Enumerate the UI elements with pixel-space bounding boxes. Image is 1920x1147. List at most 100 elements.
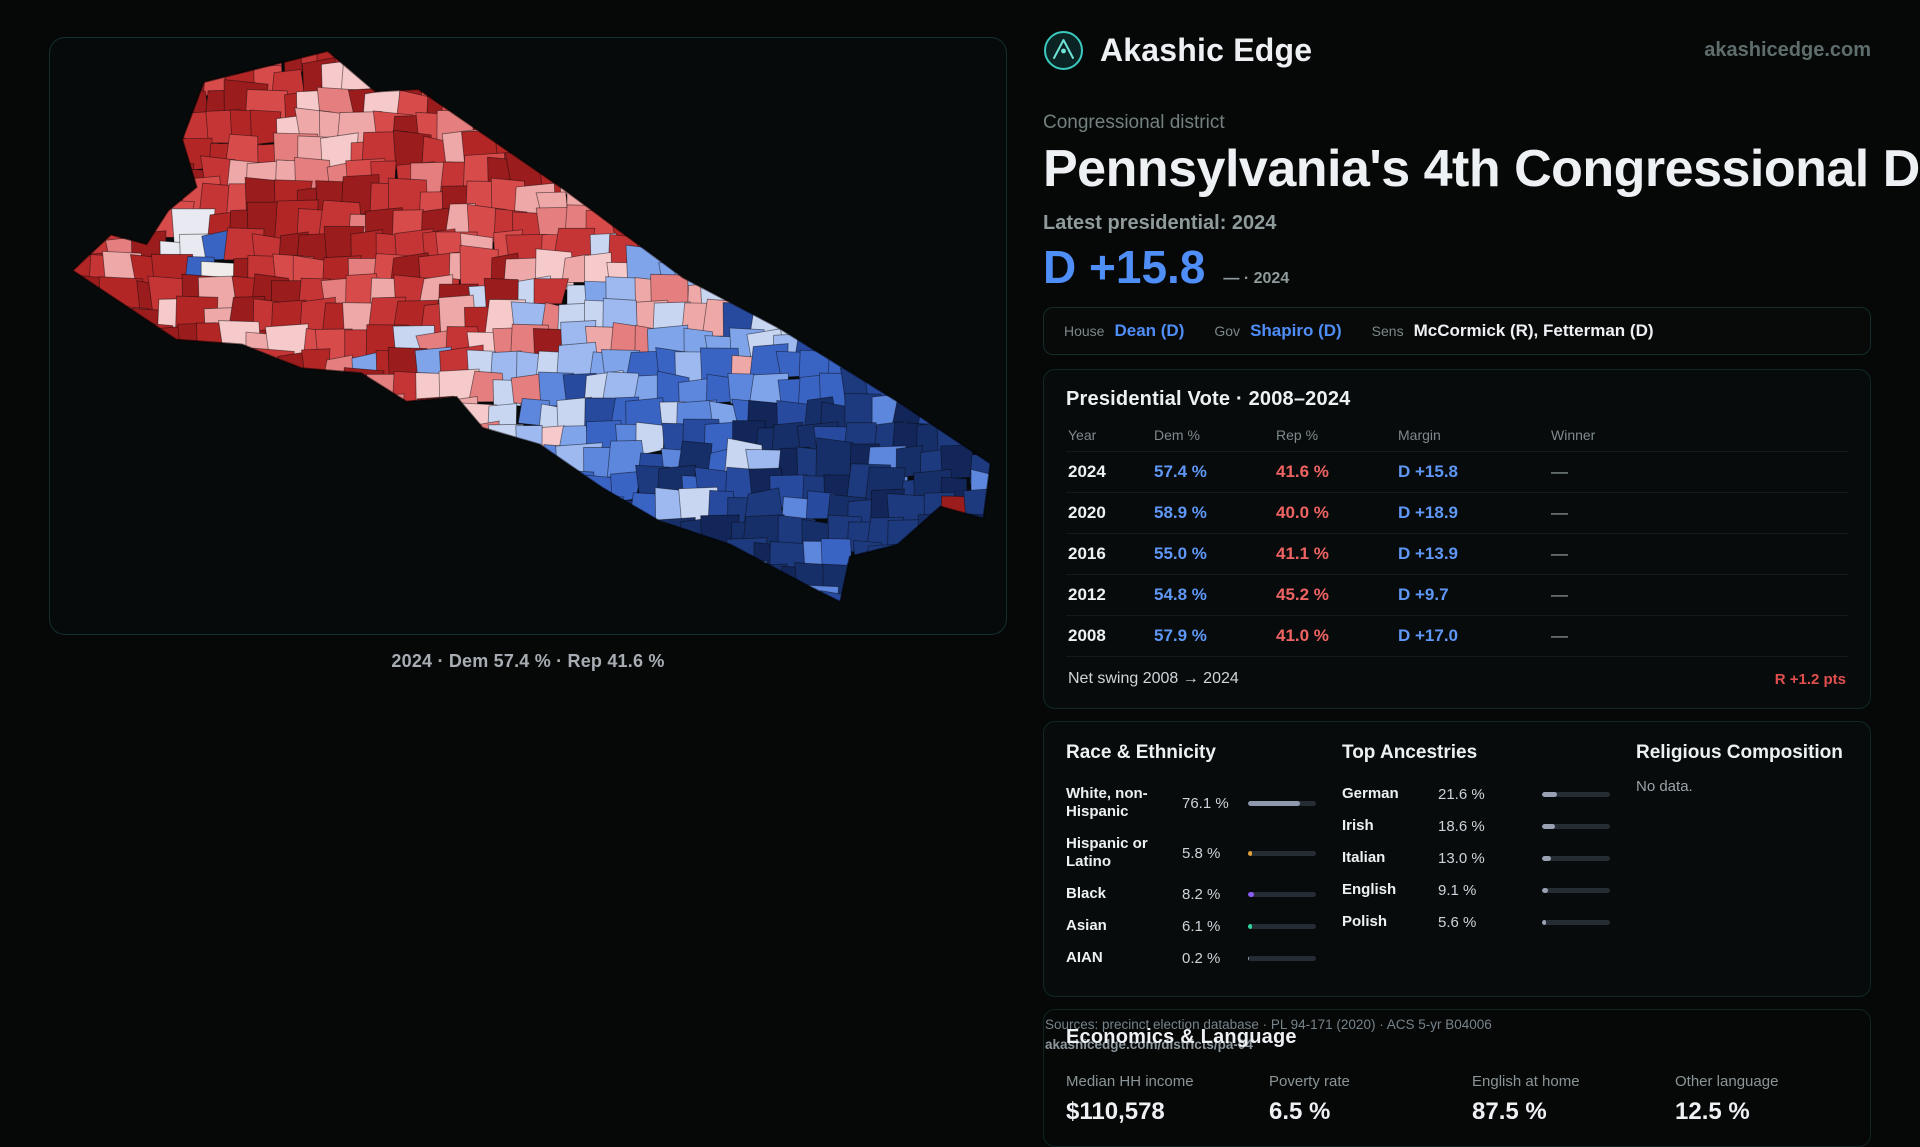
official-role-label: Gov (1214, 323, 1241, 339)
presidential-vote-table: Year Dem % Rep % Margin Winner 2024 57.4… (1066, 423, 1848, 657)
district-detail-column: Akashic Edge akashicedge.com Congression… (1043, 0, 1920, 1147)
cell-year: 2020 (1068, 503, 1106, 522)
cell-winner: — (1551, 585, 1568, 604)
mini-bar (1248, 800, 1316, 806)
sources-line: Sources: precinct election database · PL… (1045, 1017, 1492, 1032)
site-link[interactable]: akashicedge.com (1704, 38, 1871, 61)
brand-logo-icon (1043, 30, 1084, 71)
house-rep-link[interactable]: Dean (D) (1114, 321, 1185, 340)
religious-composition-block: Religious Composition No data. (1636, 742, 1848, 974)
cell-year: 2012 (1068, 585, 1106, 604)
list-item: Asian 6.1 % (1066, 910, 1316, 942)
race-ethnicity-block: Race & Ethnicity White, non-Hispanic 76.… (1066, 742, 1316, 974)
mini-bar (1248, 850, 1316, 856)
cell-margin: D +17.0 (1398, 626, 1459, 645)
table-row: 2024 57.4 % 41.6 % D +15.8 — (1066, 452, 1848, 493)
top-ancestries-block: Top Ancestries German 21.6 % Irish 18.6 … (1342, 742, 1610, 974)
list-item: English 9.1 % (1342, 874, 1610, 906)
col-dem: Dem % (1154, 427, 1200, 443)
economics-section: Sources: precinct election database · PL… (1043, 1009, 1871, 1147)
col-winner: Winner (1551, 427, 1596, 443)
cell-dem: 54.8 % (1154, 585, 1207, 604)
official-governor: Gov Shapiro (D) (1214, 321, 1341, 341)
net-swing-row: Net swing 2008 → 2024 R +1.2 pts (1066, 657, 1848, 694)
col-year: Year (1068, 427, 1097, 443)
latest-presidential-label: Latest presidential: 2024 (1043, 212, 1277, 234)
demographics-panel: Race & Ethnicity White, non-Hispanic 76.… (1043, 721, 1871, 997)
cell-margin: D +15.8 (1398, 462, 1459, 481)
footer-sources: Sources: precinct election database · PL… (1045, 1017, 1492, 1052)
cell-dem: 58.9 % (1154, 503, 1207, 522)
mini-bar (1542, 855, 1610, 861)
headline-margin-note: — · 2024 (1223, 270, 1290, 287)
economics-panel: Economics & Language Median HH income $1… (1043, 1009, 1871, 1147)
brand: Akashic Edge (1043, 30, 1312, 71)
cell-margin: D +18.9 (1398, 503, 1459, 522)
presidential-vote-title: Presidential Vote · 2008–2024 (1066, 388, 1351, 410)
table-row: 2020 58.9 % 40.0 % D +18.9 — (1066, 493, 1848, 534)
cell-rep: 41.6 % (1276, 462, 1329, 481)
headline-margin-row: D +15.8 — · 2024 (1043, 243, 1871, 291)
stat-english-at-home: English at home 87.5 % (1472, 1073, 1580, 1125)
cell-rep: 41.0 % (1276, 626, 1329, 645)
cell-winner: — (1551, 626, 1568, 645)
table-row: 2008 57.9 % 41.0 % D +17.0 — (1066, 616, 1848, 657)
brand-name: Akashic Edge (1100, 31, 1313, 68)
mini-bar (1248, 891, 1316, 897)
map-caption: 2024 · Dem 57.4 % · Rep 41.6 % (391, 651, 665, 671)
cell-rep: 45.2 % (1276, 585, 1329, 604)
stat-other-language: Other language 12.5 % (1675, 1073, 1779, 1125)
col-margin: Margin (1398, 427, 1441, 443)
official-house: House Dean (D) (1064, 321, 1184, 341)
mini-bar (1542, 791, 1610, 797)
district-kicker: Congressional district (1043, 112, 1225, 133)
cell-rep: 41.1 % (1276, 544, 1329, 563)
list-item: AIAN 0.2 % (1066, 942, 1316, 974)
headline-margin-value: D +15.8 (1043, 241, 1206, 293)
cell-margin: D +9.7 (1398, 585, 1449, 604)
cell-margin: D +13.9 (1398, 544, 1459, 563)
officials-bar: House Dean (D) Gov Shapiro (D) Sens McCo… (1043, 307, 1871, 355)
official-senators: Sens McCormick (R), Fetterman (D) (1372, 321, 1654, 341)
senators-names: McCormick (R), Fetterman (D) (1413, 321, 1654, 340)
race-title: Race & Ethnicity (1066, 742, 1216, 763)
table-row: 2012 54.8 % 45.2 % D +9.7 — (1066, 575, 1848, 616)
list-item: White, non-Hispanic 76.1 % (1066, 778, 1316, 828)
cell-year: 2008 (1068, 626, 1106, 645)
cell-winner: — (1551, 462, 1568, 481)
list-item: Italian 13.0 % (1342, 842, 1610, 874)
cell-year: 2024 (1068, 462, 1106, 481)
official-role-label: House (1064, 323, 1105, 339)
mini-bar (1542, 887, 1610, 893)
cell-dem: 57.9 % (1154, 626, 1207, 645)
list-item: Black 8.2 % (1066, 878, 1316, 910)
mini-bar (1542, 919, 1610, 925)
cell-rep: 40.0 % (1276, 503, 1329, 522)
permalink: akashicedge.com/districts/pa-04 (1045, 1037, 1253, 1052)
presidential-vote-panel: Presidential Vote · 2008–2024 Year Dem %… (1043, 369, 1871, 709)
district-map-panel (49, 37, 1007, 635)
stat-poverty-rate: Poverty rate 6.5 % (1269, 1073, 1350, 1125)
page-title: Pennsylvania's 4th Congressional Distric… (1043, 140, 1920, 198)
net-swing-label: Net swing 2008 → 2024 (1068, 670, 1239, 687)
district-choropleth-map[interactable] (56, 44, 1000, 628)
religion-title: Religious Composition (1636, 742, 1843, 763)
list-item: German 21.6 % (1342, 778, 1610, 810)
col-rep: Rep % (1276, 427, 1319, 443)
map-section: 2024 · Dem 57.4 % · Rep 41.6 % (49, 37, 1007, 672)
cell-winner: — (1551, 544, 1568, 563)
official-role-label: Sens (1371, 323, 1404, 339)
cell-dem: 57.4 % (1154, 462, 1207, 481)
header: Akashic Edge akashicedge.com (1043, 0, 1871, 72)
list-item: Hispanic or Latino 5.8 % (1066, 828, 1316, 878)
mini-bar (1248, 955, 1316, 961)
cell-year: 2016 (1068, 544, 1106, 563)
mini-bar (1248, 923, 1316, 929)
cell-dem: 55.0 % (1154, 544, 1207, 563)
net-swing-value: R +1.2 pts (1774, 670, 1846, 688)
governor-link[interactable]: Shapiro (D) (1250, 321, 1342, 340)
economics-stats: Median HH income $110,578 Poverty rate 6… (1066, 1073, 1848, 1126)
table-header-row: Year Dem % Rep % Margin Winner (1066, 423, 1848, 452)
cell-winner: — (1551, 503, 1568, 522)
stat-median-income: Median HH income $110,578 (1066, 1073, 1194, 1125)
